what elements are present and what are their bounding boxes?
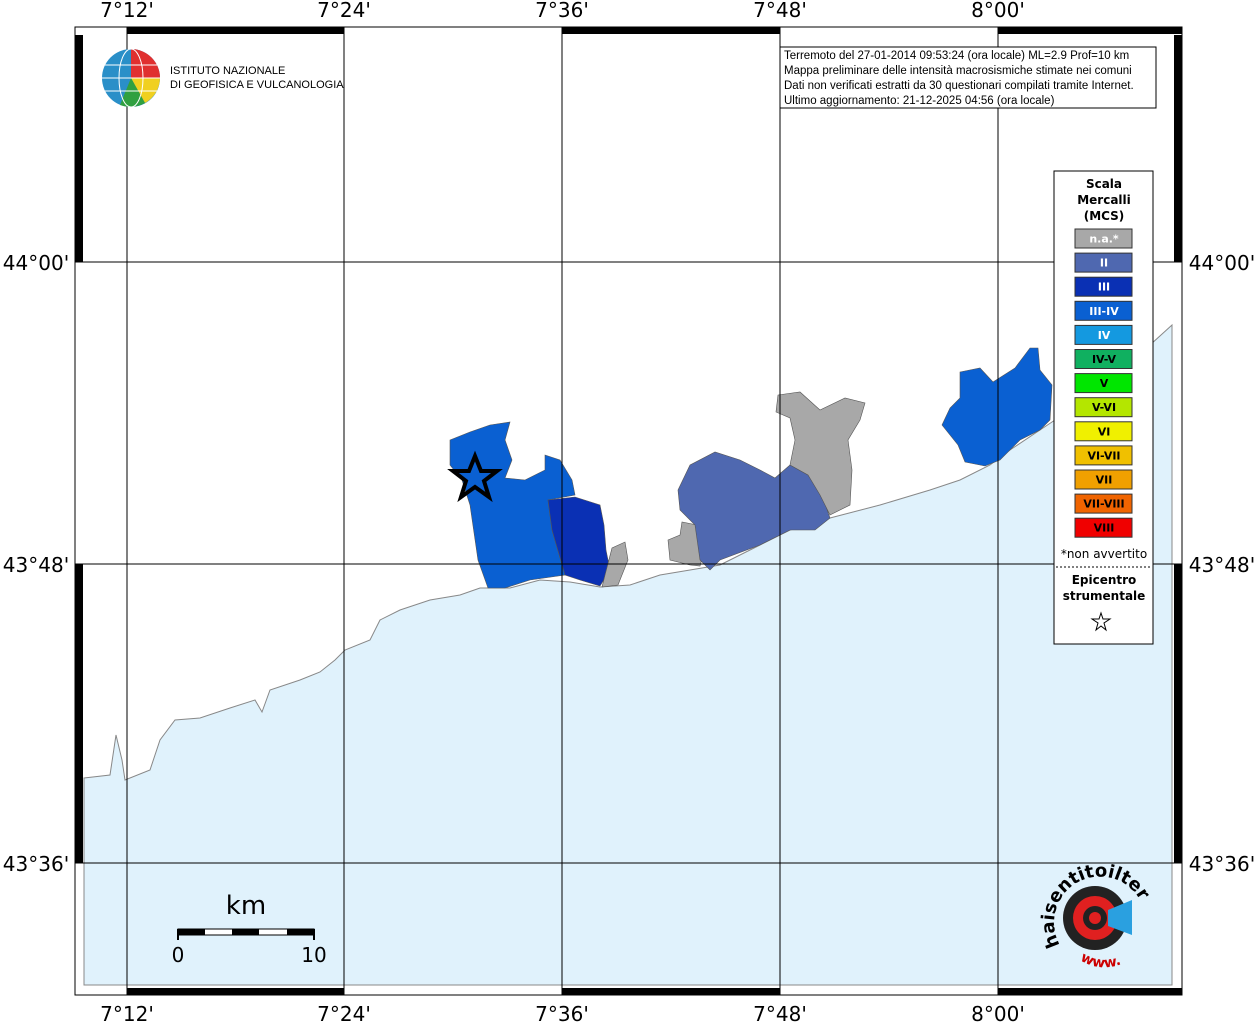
legend-swatch: [1074, 373, 1133, 394]
legend-label: VII-VIII: [1083, 498, 1124, 511]
municipality: [941, 347, 1053, 467]
legend-title: Mercalli: [1077, 193, 1131, 207]
legend-title: (MCS): [1084, 209, 1125, 223]
badge-prefix: www.: [1078, 950, 1123, 972]
lon-label: 7°48': [753, 0, 807, 22]
lat-label: 44°00': [1189, 251, 1255, 275]
legend-label: VI-VII: [1087, 449, 1120, 462]
municipality: [449, 421, 576, 589]
lon-label: 7°48': [753, 1002, 807, 1024]
legend-label: n.a.*: [1089, 233, 1119, 246]
legend-epicenter: strumentale: [1063, 589, 1146, 603]
logo-text: DI GEOFISICA E VULCANOLOGIA: [170, 79, 344, 91]
legend-swatch: [1074, 445, 1133, 466]
scale-label: 10: [301, 943, 326, 967]
legend-swatch: [1074, 349, 1133, 369]
legend-swatch: [1074, 228, 1133, 249]
scale-bar: km 0 10: [172, 891, 327, 967]
legend-swatch: [1074, 493, 1133, 514]
info-box: Terremoto del 27-01-2014 09:53:24 (ora l…: [779, 46, 1157, 109]
legend-swatch: [1074, 324, 1133, 345]
lon-label: 7°24': [317, 0, 371, 22]
info-line: Dati non verificati estratti da 30 quest…: [784, 80, 1134, 92]
scale-label: 0: [172, 943, 185, 967]
legend-swatch: [1074, 469, 1133, 490]
lon-label: 7°24': [317, 1002, 371, 1024]
lon-label: 8°00': [971, 0, 1025, 22]
legend-label: VIII: [1094, 522, 1115, 535]
sea: [83, 323, 1173, 986]
lat-label: 43°48': [3, 553, 69, 577]
legend-label: VI: [1098, 425, 1111, 438]
legend-title: Scala: [1086, 177, 1122, 191]
municipality: [677, 451, 831, 571]
legend-label: II: [1100, 257, 1108, 270]
badge-prefix: www.: [1078, 950, 1123, 972]
lon-label: 7°12': [100, 0, 154, 22]
info-line: Terremoto del 27-01-2014 09:53:24 (ora l…: [784, 50, 1129, 62]
scale-unit: km: [226, 891, 266, 921]
legend-swatch: [1074, 276, 1133, 297]
legend-swatch: [1074, 517, 1133, 538]
info-line: Mappa preliminare delle intensità macros…: [784, 65, 1132, 77]
lat-label: 44°00': [3, 251, 69, 275]
municipalities: [449, 347, 1053, 589]
lon-label: 7°36': [535, 1002, 589, 1024]
legend-label: IV-V: [1092, 353, 1117, 366]
lat-label: 43°36': [1189, 852, 1255, 876]
axis-labels: 7°12' 7°24' 7°36' 7°48' 8°00' 7°12' 7°24…: [3, 0, 1255, 1024]
legend-swatch: [1074, 300, 1133, 321]
legend-label: VII: [1096, 474, 1113, 487]
frame: [74, 26, 1183, 996]
ingv-logo: ISTITUTO NAZIONALE DI GEOFISICA E VULCAN…: [102, 48, 344, 108]
info-line: Ultimo aggiornamento: 21-12-2025 04:56 (…: [784, 95, 1055, 107]
legend: Scala Mercalli (MCS) *non avvertito Epic…: [1053, 170, 1154, 645]
legend-swatch: [1074, 252, 1133, 273]
legend-label: IV: [1098, 329, 1111, 342]
legend-swatch: [1074, 397, 1133, 418]
lat-label: 43°48': [1189, 553, 1255, 577]
legend-label: III-IV: [1089, 305, 1119, 318]
legend-label: V-VI: [1092, 401, 1116, 414]
municipality: [775, 391, 866, 516]
epicenter: [447, 450, 503, 503]
lat-label: 43°36': [3, 852, 69, 876]
legend-label: V: [1100, 377, 1109, 390]
logo-text: ISTITUTO NAZIONALE: [170, 65, 285, 77]
legend-swatch: [1074, 421, 1133, 442]
lon-label: 8°00': [971, 1002, 1025, 1024]
lon-label: 7°36': [535, 0, 589, 22]
legend-note: *non avvertito: [1061, 547, 1147, 561]
lon-label: 7°12': [100, 1002, 154, 1024]
legend-epicenter: Epicentro: [1072, 573, 1137, 587]
legend-label: III: [1098, 281, 1110, 294]
graticule: [75, 27, 1182, 995]
